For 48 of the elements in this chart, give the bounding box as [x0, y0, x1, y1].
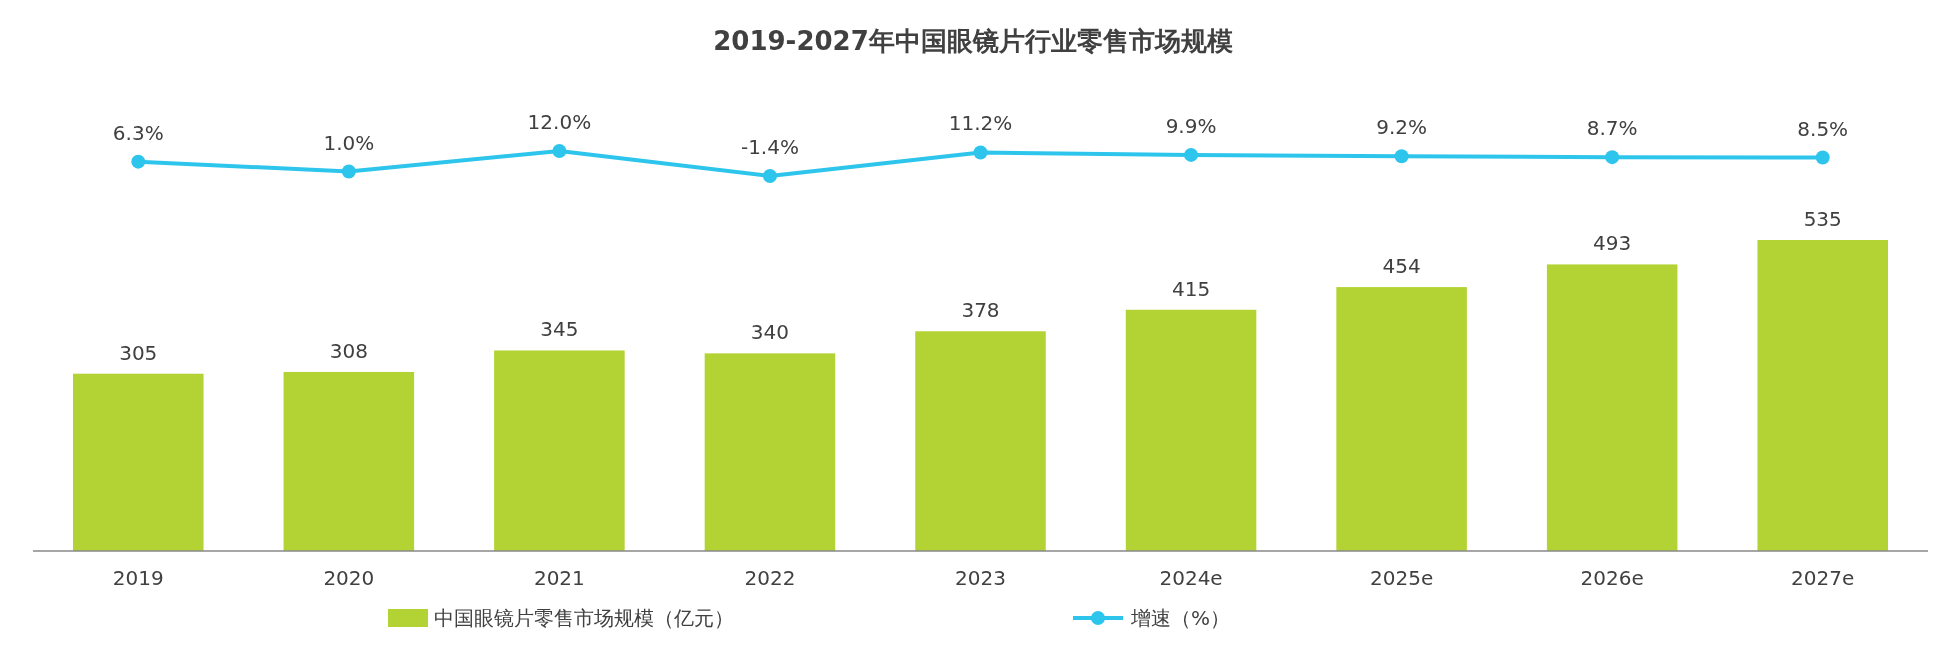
x-tick-label: 2022: [744, 566, 796, 590]
data-label: 305: [119, 340, 158, 365]
x-tick-label: 2021: [533, 566, 585, 590]
legend-label: 增速（%）: [1130, 606, 1231, 630]
data-label: -1.4%: [740, 135, 799, 159]
point: [1815, 150, 1830, 165]
data-label: 415: [1171, 276, 1211, 301]
data-label: 6.3%: [112, 120, 164, 145]
point: [1184, 147, 1199, 162]
x-tick-label: 2024e: [1159, 566, 1223, 590]
point: [552, 144, 567, 158]
data-label: 9.9%: [1165, 113, 1217, 138]
data-label: 11.2%: [948, 111, 1013, 136]
bar: [283, 371, 415, 551]
point: [341, 164, 356, 179]
point: [1394, 149, 1409, 164]
bar: [1336, 287, 1467, 551]
x-tick-label: 2019: [112, 566, 164, 590]
bar: [1125, 309, 1257, 551]
bar: [915, 331, 1046, 551]
data-label: 345: [540, 317, 579, 342]
x-tick-label: 2026e: [1580, 566, 1644, 590]
bar: [494, 350, 625, 551]
data-label: 1.0%: [323, 130, 375, 155]
data-label: 535: [1803, 207, 1842, 231]
data-label: 454: [1382, 254, 1421, 279]
data-label: 8.7%: [1586, 116, 1638, 141]
point: [1605, 150, 1620, 165]
x-tick-label: 2020: [323, 566, 375, 590]
data-label: 9.2%: [1376, 115, 1428, 140]
data-label: 340: [750, 320, 790, 345]
bar: [704, 353, 836, 551]
x-tick-label: 2027e: [1791, 566, 1855, 590]
data-label: 8.5%: [1797, 116, 1849, 141]
x-tick-label: 2023: [955, 566, 1006, 590]
chart-title: 2019-2027年中国眼镜片行业零售市场规模: [713, 26, 1233, 56]
data-label: 493: [1593, 231, 1632, 256]
point: [131, 154, 146, 169]
bar: [1546, 264, 1678, 551]
legend-label: 中国眼镜片零售市场规模（亿元）: [434, 606, 734, 630]
bar: [73, 373, 204, 551]
data-label: 308: [329, 338, 368, 363]
data-label: 12.0%: [527, 110, 592, 134]
x-tick-label: 2025e: [1370, 566, 1434, 590]
data-label: 378: [961, 298, 1000, 323]
bar: [1757, 240, 1888, 551]
point: [973, 145, 988, 160]
point: [762, 169, 777, 183]
